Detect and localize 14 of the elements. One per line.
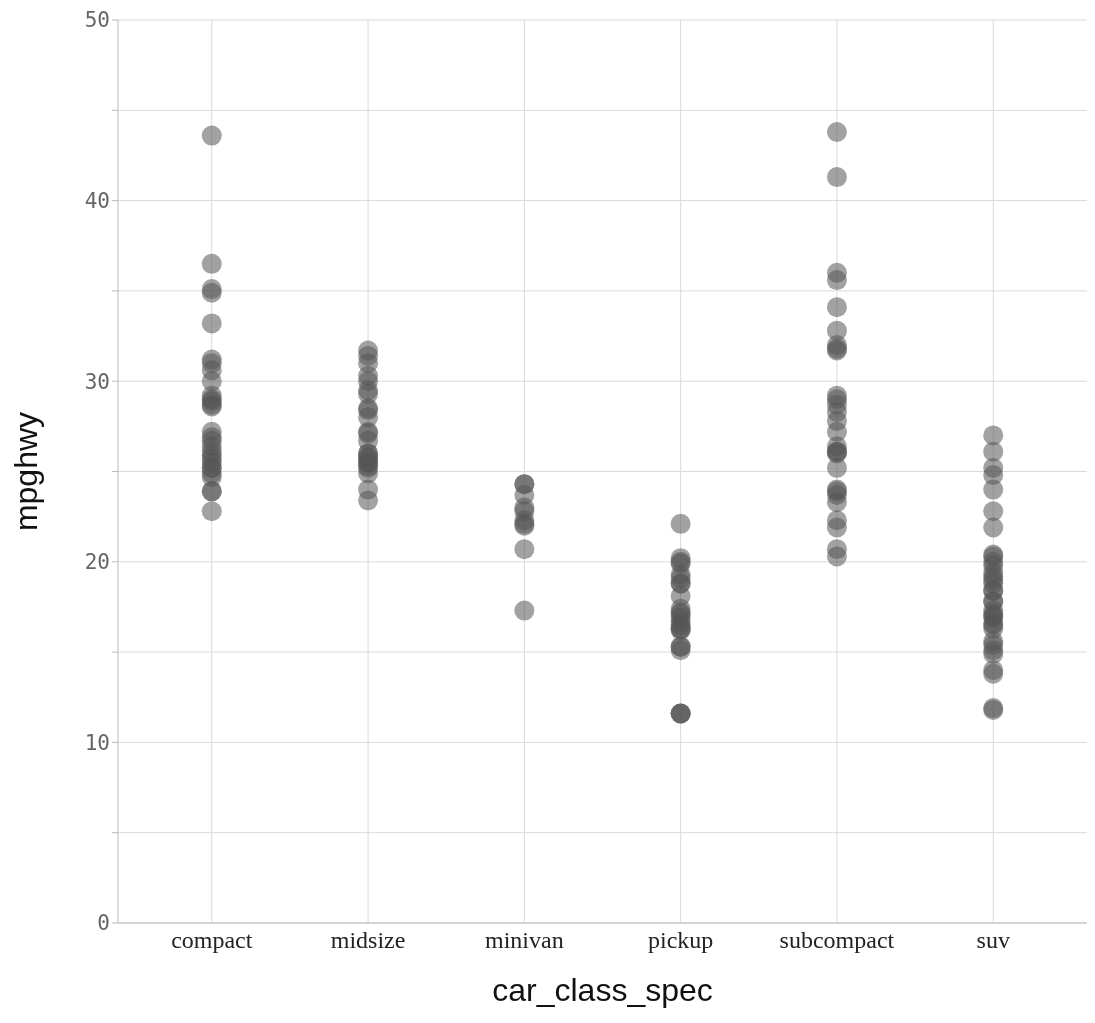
x-tick-label: compact xyxy=(171,927,253,954)
x-tick-label: midsize xyxy=(330,927,406,954)
y-tick-label: 0 xyxy=(97,911,110,936)
y-axis-title: mpghwy xyxy=(8,411,45,532)
y-tick-label: 40 xyxy=(84,189,110,214)
x-tick-label: minivan xyxy=(485,927,564,954)
x-axis-title: car_class_spec xyxy=(492,972,713,1008)
y-tick-label: 30 xyxy=(84,369,110,394)
y-tick-label: 10 xyxy=(84,730,110,755)
x-tick-label: subcompact xyxy=(779,927,895,954)
x-tick-label: suv xyxy=(976,927,1010,954)
y-tick-label: 50 xyxy=(84,8,110,33)
x-tick-label: pickup xyxy=(647,927,714,954)
y-tick-label: 20 xyxy=(84,550,110,575)
